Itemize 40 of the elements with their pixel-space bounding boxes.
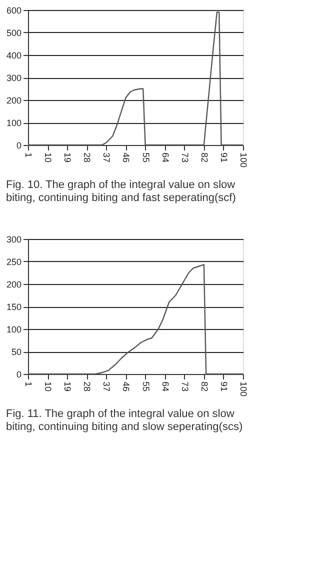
x-tick-label: 55 [140,382,151,392]
x-tick-label: 73 [180,152,190,163]
y-tick-label: 200 [6,280,22,290]
y-tick-label: 250 [6,257,22,267]
x-tick-label: 10 [43,382,54,392]
y-tick-label: 100 [6,118,22,128]
y-tick-label: 400 [6,50,22,60]
x-tick-label: 100 [238,152,248,168]
y-tick-label: 100 [6,324,22,334]
x-tick-label: 64 [160,152,170,163]
x-tick-label: 28 [82,152,92,163]
x-tick-label: 28 [82,382,92,392]
x-tick-label: 55 [140,152,151,163]
x-tick-label: 10 [43,152,54,163]
x-tick-label: 19 [62,152,73,163]
y-tick-label: 500 [6,28,22,38]
x-tick-label: 82 [199,152,210,163]
x-tick-label: 100 [238,382,248,397]
x-tick-label: 82 [199,382,210,392]
y-tick-label: 150 [6,302,22,312]
caption: Fig. 11. The graph of the integral value on slow biting, continuing biting and slow seperating(scs) [6,408,243,434]
x-tick-label: 37 [102,382,112,392]
y-tick-label: 600 [6,6,22,16]
y-tick-label: 0 [16,140,22,150]
y-tick-label: 0 [16,370,22,380]
x-tick-label: 46 [121,152,132,163]
x-tick-label: 37 [102,152,112,163]
caption: Fig. 10. The graph of the integral value on slow biting, continuing biting and fast seperating(scf) [6,179,236,204]
y-tick-label: 50 [11,347,22,357]
x-tick-label: 91 [218,152,229,163]
x-tick-label: 64 [160,382,170,392]
x-tick-label: 91 [218,382,229,392]
y-tick-label: 300 [6,234,22,244]
x-tick-label: 19 [62,382,73,392]
x-tick-label: 1 [24,382,34,387]
x-tick-label: 1 [24,152,34,158]
x-tick-label: 73 [180,382,190,392]
y-tick-label: 300 [6,73,22,83]
y-tick-label: 200 [6,96,22,106]
x-tick-label: 46 [121,382,132,392]
